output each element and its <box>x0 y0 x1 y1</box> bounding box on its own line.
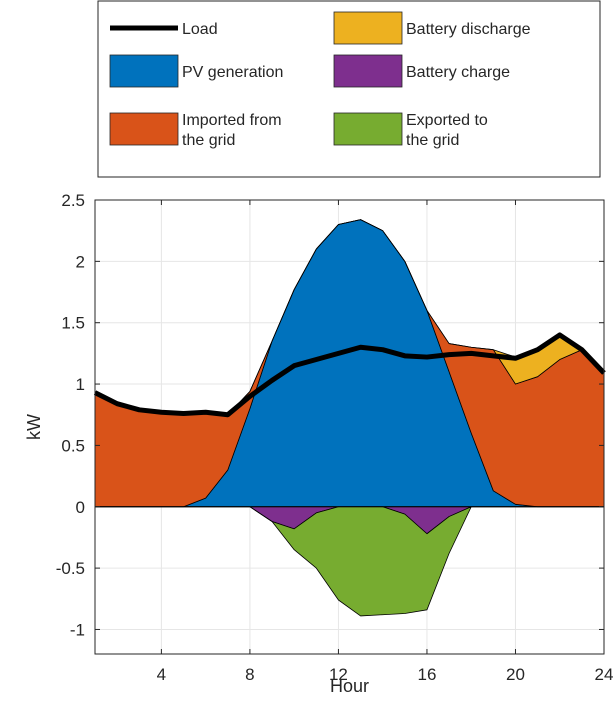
y-tick-label: 1 <box>76 375 85 394</box>
legend-label-pv-generation: PV generation <box>182 64 283 81</box>
y-tick-label: -1 <box>70 620 85 639</box>
legend-label-load: Load <box>182 21 218 38</box>
y-tick-label: 0.5 <box>61 436 85 455</box>
legend-swatch-battery-charge <box>333 54 403 88</box>
legend: Load Battery discharge PV generation Batter… <box>97 0 601 178</box>
legend-swatch-pv-generation <box>109 54 179 88</box>
x-tick-label: 12 <box>329 665 348 684</box>
axes: 4 8 12 16 20 24 -1 -0.5 0 0.5 1 1.5 2 2.5 Hour kW <box>24 191 613 696</box>
legend-label-battery-charge: Battery charge <box>406 64 510 81</box>
x-tick-label: 4 <box>157 665 166 684</box>
x-tick-label: 8 <box>245 665 254 684</box>
x-tick-label: 16 <box>417 665 436 684</box>
y-tick-label: -0.5 <box>56 559 85 578</box>
x-axis-label: Hour <box>330 676 369 696</box>
legend-swatch-imported-from-the-grid <box>109 112 179 146</box>
y-tick-label: 1.5 <box>61 314 85 333</box>
legend-swatch-battery-discharge <box>333 11 403 45</box>
x-tick-label: 24 <box>595 665 614 684</box>
y-tick-label: 2 <box>76 252 85 271</box>
y-axis-label: kW <box>24 414 44 440</box>
y-tick-label: 0 <box>76 498 85 517</box>
legend-label-exported-to-the-grid: Exported to the grid <box>406 112 488 149</box>
y-tick-label: 2.5 <box>61 191 85 210</box>
legend-label-battery-discharge: Battery discharge <box>406 21 531 38</box>
load-line <box>93 332 606 418</box>
axes-box <box>94 199 605 655</box>
legend-swatch-exported-to-the-grid <box>333 112 403 146</box>
x-tick-label: 20 <box>506 665 525 684</box>
legend-label-imported-from-the-grid: Imported from the grid <box>182 112 282 149</box>
load-line-group <box>93 332 606 418</box>
